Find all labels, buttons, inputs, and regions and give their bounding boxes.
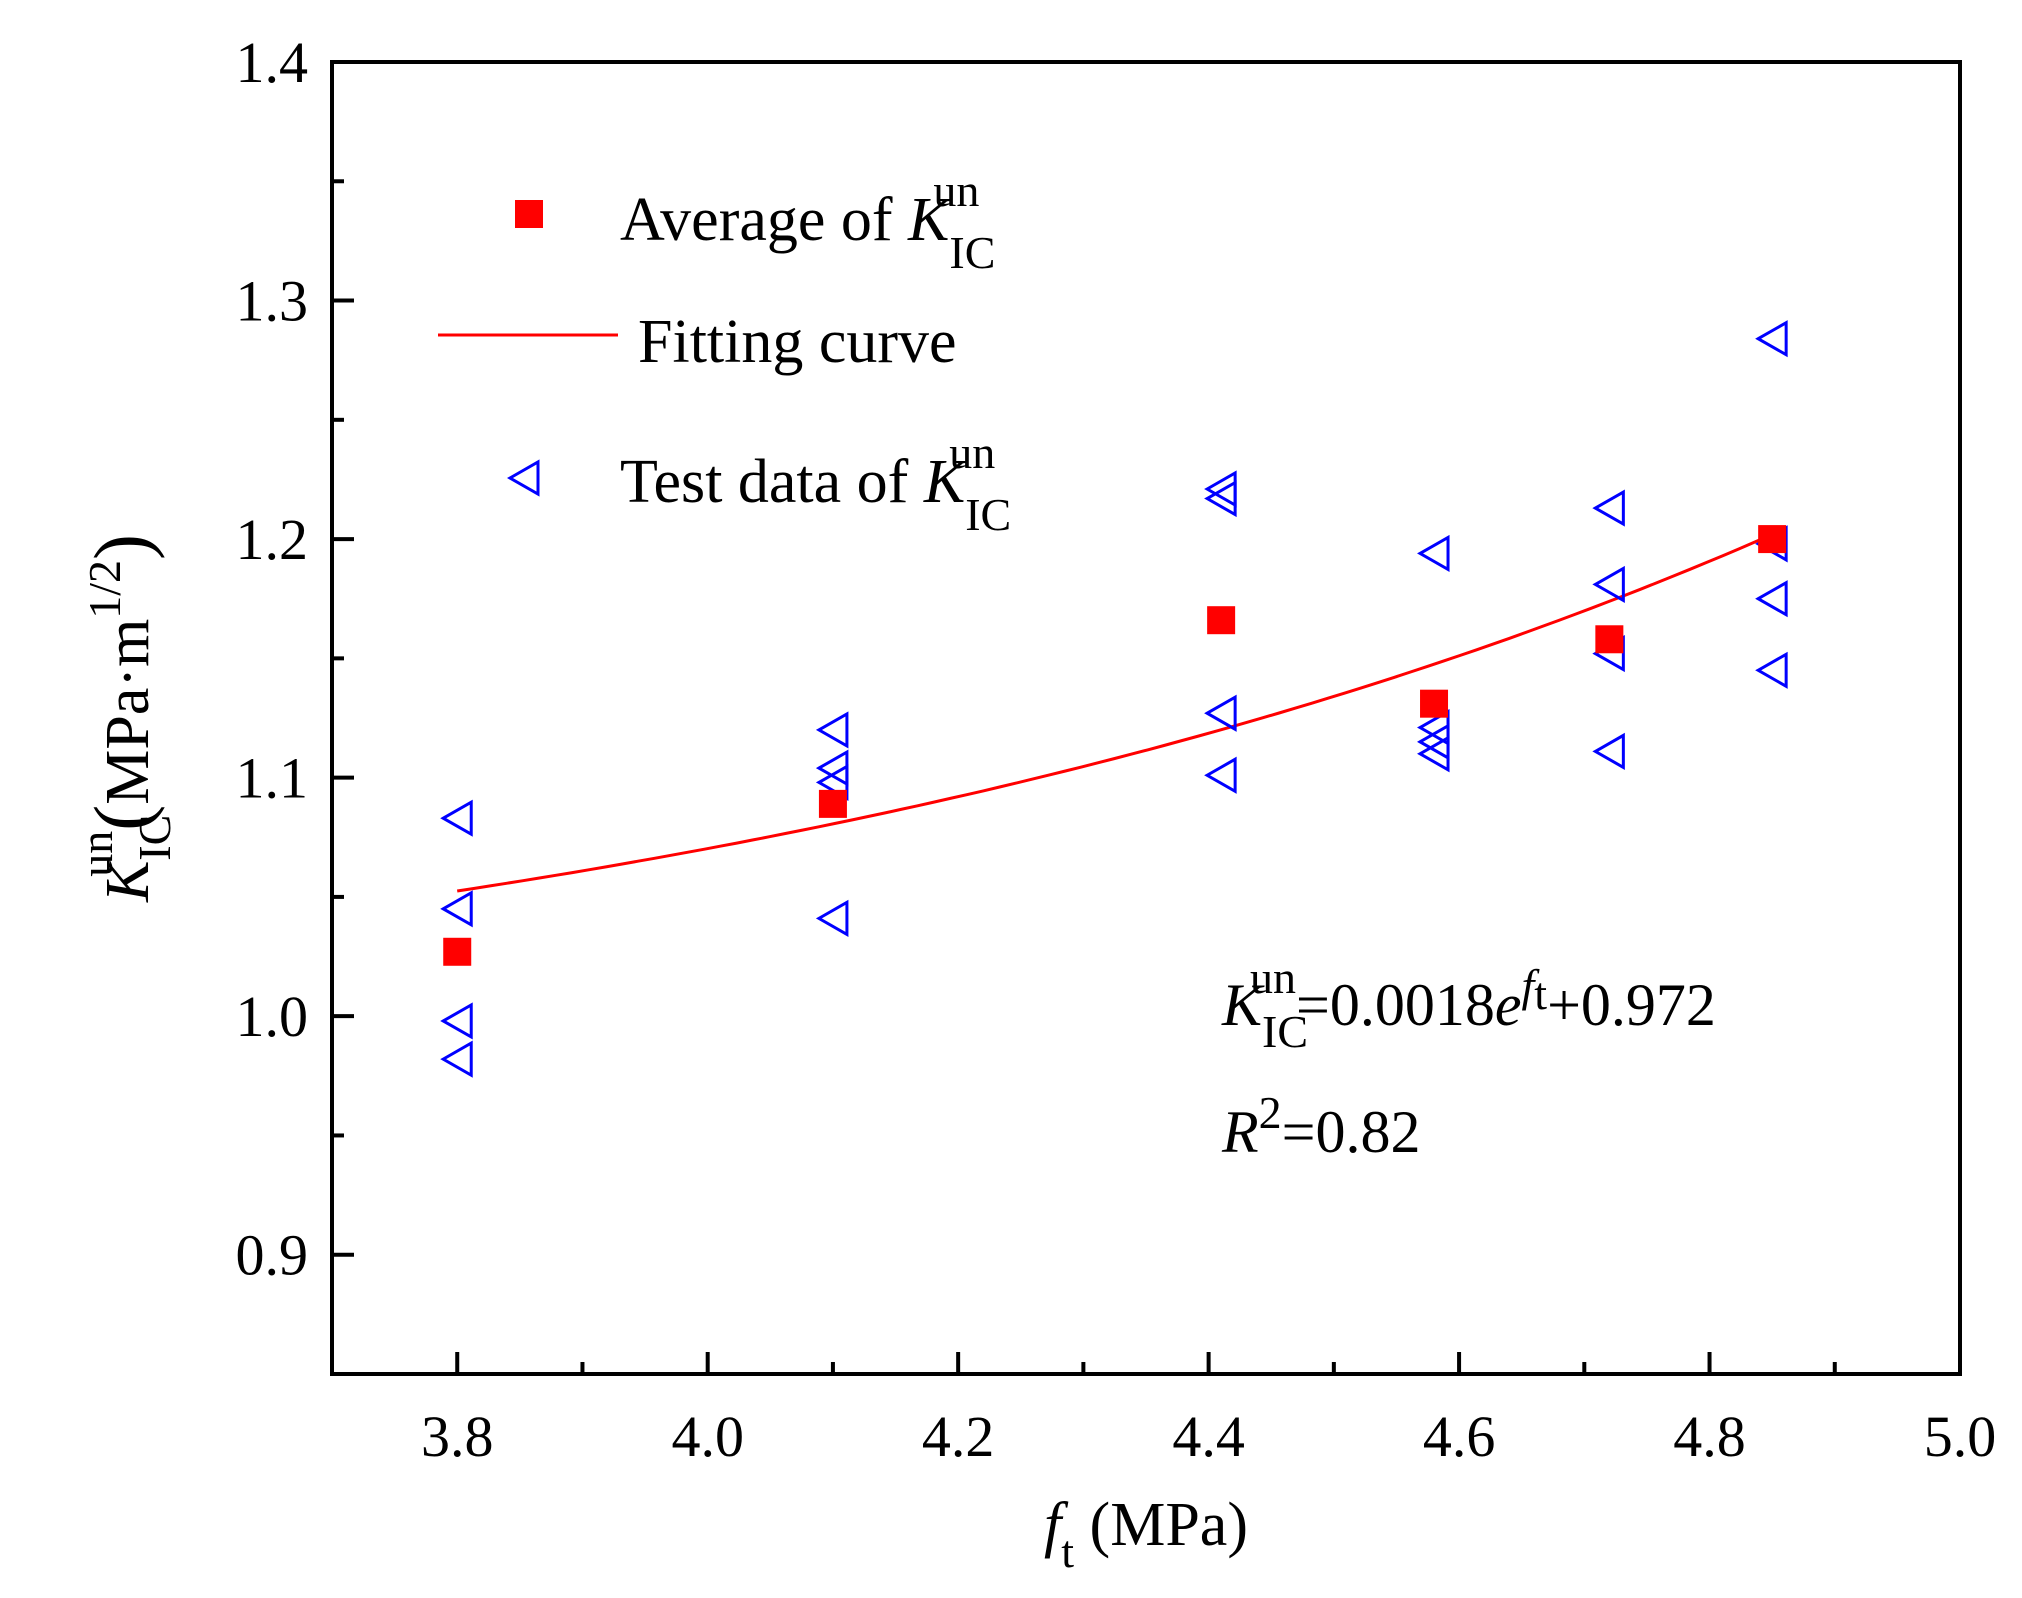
test-data-point (1592, 565, 1625, 603)
legend: Average of KICun Fitting curve Test data… (438, 165, 1011, 540)
average-point (1595, 625, 1624, 654)
test-data-point (1204, 694, 1237, 732)
x-tick-label: 4.2 (922, 1404, 995, 1469)
x-tick-label: 5.0 (1924, 1404, 1997, 1469)
average-point (1207, 606, 1236, 635)
test-data-point (1755, 580, 1788, 618)
test-data-point (1204, 756, 1237, 794)
plot-frame (330, 60, 1962, 1376)
fit-equation: KICun=0.0018eft+0.972 (1221, 952, 1716, 1057)
legend-label-average: Average of KICun (620, 165, 995, 278)
fitting-curve-layer (456, 533, 1773, 893)
y-tick-label: 1.2 (236, 507, 309, 572)
legend-marker-test-data (506, 459, 540, 497)
x-tick-label: 4.4 (1172, 1404, 1245, 1469)
test-data-point (1755, 320, 1788, 358)
y-tick-label: 1.3 (236, 269, 309, 334)
axis-ticks (332, 60, 1962, 1376)
y-tick-label: 1.1 (236, 746, 309, 811)
r-squared: R2=0.82 (1221, 1087, 1421, 1165)
average-point (443, 937, 472, 966)
y-tick-label: 0.9 (236, 1223, 309, 1288)
x-tick-label: 4.8 (1673, 1404, 1746, 1469)
x-axis-title: ft (MPa) (1044, 1491, 1248, 1577)
fitting-curve-line (456, 533, 1773, 893)
test-data-point (815, 899, 849, 937)
x-tick-label: 3.8 (421, 1404, 494, 1469)
test-data-point (440, 890, 473, 928)
x-tick-label: 4.6 (1423, 1404, 1496, 1469)
test-data-point (1417, 735, 1450, 773)
test-data-point (815, 711, 849, 749)
test-data-point (440, 799, 473, 837)
axis-tick-labels: 3.8 4.0 4.2 4.4 4.6 4.8 5.0 0.9 1.0 1.1 1.2 1.3 1.4 (236, 30, 1997, 1469)
x-tick-label: 4.0 (671, 1404, 744, 1469)
average-point (1420, 689, 1449, 718)
average-point (1758, 525, 1787, 554)
test-data-point (440, 1002, 473, 1040)
test-data-point (1204, 479, 1237, 518)
y-tick-label: 1.4 (236, 30, 309, 95)
y-axis-title: KICun(MPa·m1/2) (71, 534, 180, 903)
legend-label-fitting-curve: Fitting curve (638, 308, 957, 376)
data-marks (440, 320, 1788, 1078)
y-tick-label: 1.0 (236, 984, 309, 1049)
test-data-point (1417, 534, 1450, 572)
legend-marker-average (515, 200, 543, 228)
average-point (818, 789, 847, 818)
test-data-point (1755, 651, 1788, 689)
test-data-point (1592, 732, 1625, 770)
test-data-point (1592, 489, 1625, 527)
legend-label-test-data: Test data of KICun (620, 427, 1011, 540)
test-data-point (440, 1040, 473, 1078)
